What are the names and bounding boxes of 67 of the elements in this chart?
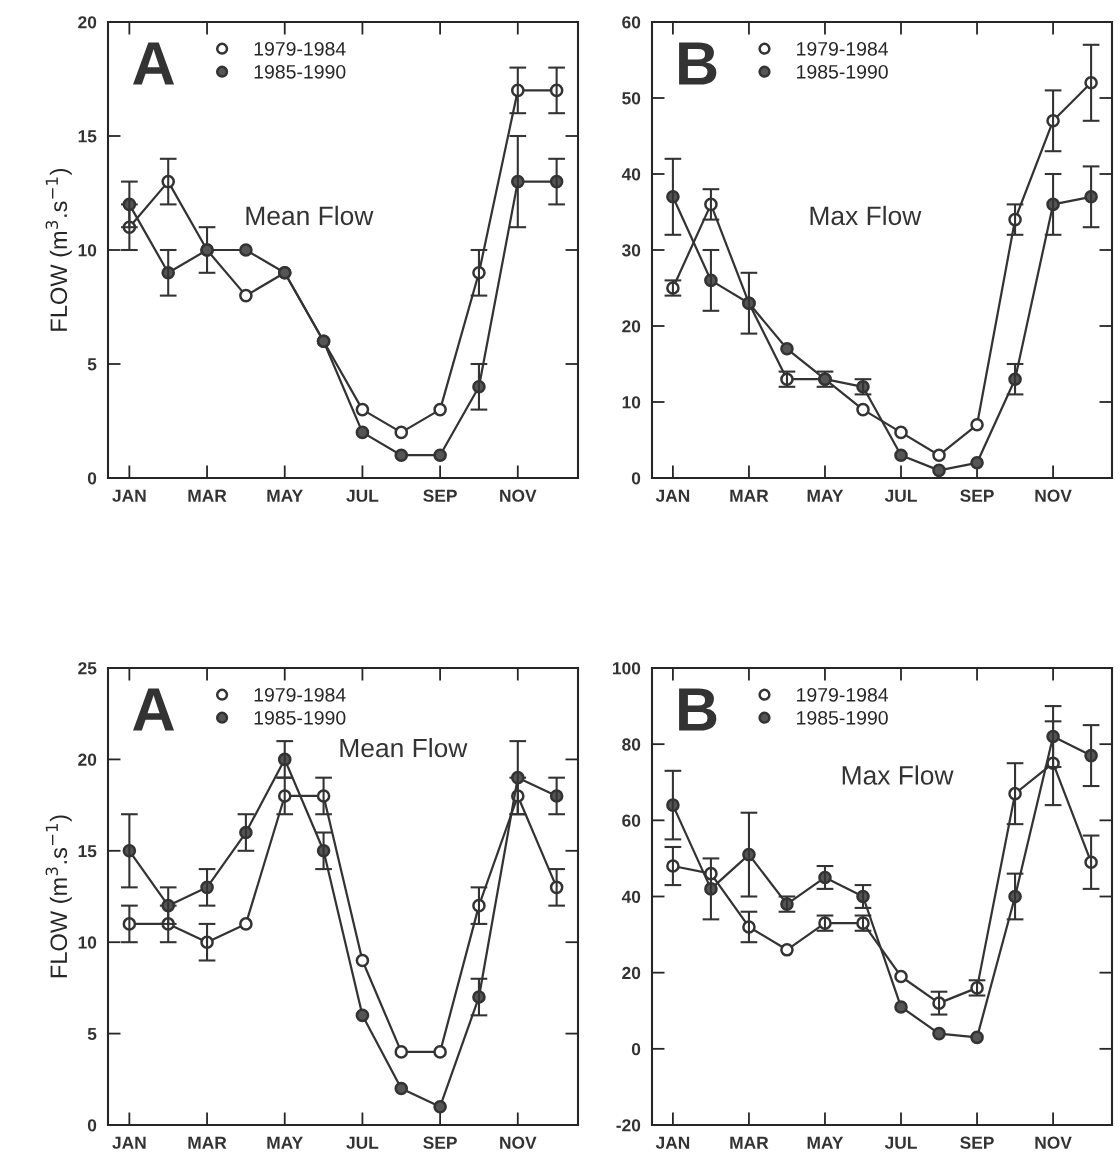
x-tick-label: SEP (960, 1136, 994, 1149)
y-tick-label: 10 (78, 936, 97, 949)
y-tick-label: 0 (631, 1043, 641, 1056)
y-axis-title: FLOW (m$^{3}$.s$^{−1}$) (45, 168, 72, 331)
legend-label: 1985-1990 (797, 64, 888, 79)
x-tick-label: JUL (346, 489, 379, 502)
chart-title: B (679, 688, 717, 731)
y-tick-label: 0 (87, 472, 97, 485)
x-tick-label: MAR (188, 1136, 227, 1149)
legend-label: 1979-1984 (797, 687, 889, 702)
x-tick-label: MAR (730, 489, 769, 502)
y-tick-label: 30 (621, 244, 641, 257)
y-tick-label: 15 (78, 845, 97, 858)
chart-title: A (133, 688, 175, 731)
y-tick-label: 20 (78, 16, 97, 29)
y-tick-label: 40 (621, 890, 641, 903)
y-tick-label: 40 (621, 168, 641, 181)
y-axis-title: FLOW (m$^{3}$.s$^{−1}$) (45, 815, 72, 978)
y-tick-label: 60 (622, 16, 641, 29)
annotation: Mean Flow (340, 737, 468, 758)
y-tick-label: 15 (78, 130, 97, 143)
legend-label: 1979-1984 (254, 41, 346, 56)
x-tick-label: JAN (112, 489, 146, 502)
x-tick-label: JAN (655, 1136, 690, 1149)
x-tick-label: JUL (346, 1136, 379, 1149)
legend-label: 1979-1984 (254, 687, 346, 702)
x-tick-label: MAY (807, 1136, 844, 1149)
y-tick-label: 20 (78, 753, 97, 766)
y-tick-label: 0 (87, 1119, 97, 1132)
annotation: Max Flow (810, 205, 922, 226)
x-tick-label: JUL (884, 489, 917, 502)
x-tick-label: NOV (1035, 1136, 1072, 1149)
y-tick-label: 60 (622, 814, 641, 827)
y-tick-label: 100 (613, 662, 641, 675)
y-tick-label: 25 (78, 662, 97, 675)
legend-label: 1985-1990 (254, 710, 346, 725)
x-tick-label: MAY (267, 489, 303, 502)
y-tick-label: 50 (622, 92, 641, 105)
annotation: Mean Flow (246, 205, 374, 226)
annotation: Max Flow (842, 765, 954, 785)
x-tick-label: MAY (807, 489, 844, 502)
chart-title: B (679, 42, 717, 85)
x-tick-label: NOV (500, 1136, 537, 1149)
y-tick-label: 10 (78, 244, 97, 257)
y-tick-label: -20 (616, 1119, 641, 1132)
x-tick-label: NOV (1035, 489, 1072, 502)
x-tick-label: JAN (655, 489, 690, 502)
x-tick-label: MAY (267, 1136, 303, 1149)
x-tick-label: NOV (500, 489, 537, 502)
legend-label: 1985-1990 (254, 64, 346, 79)
x-tick-label: SEP (423, 1136, 457, 1149)
y-tick-label: 20 (622, 966, 641, 980)
y-tick-label: 5 (87, 358, 97, 371)
y-tick-label: 0 (631, 472, 641, 485)
x-tick-label: SEP (960, 489, 994, 502)
legend-label: 1979-1984 (797, 41, 889, 56)
x-tick-label: JAN (112, 1136, 146, 1149)
chart-title: A (133, 42, 175, 85)
y-tick-label: 20 (622, 320, 641, 333)
y-tick-label: 10 (622, 396, 641, 409)
x-tick-label: MAR (188, 489, 227, 502)
x-tick-label: MAR (730, 1136, 769, 1149)
x-tick-label: SEP (423, 489, 457, 502)
y-tick-label: 5 (87, 1027, 97, 1041)
y-tick-label: 80 (622, 738, 641, 751)
legend-label: 1985-1990 (797, 710, 888, 725)
x-tick-label: JUL (884, 1136, 917, 1149)
